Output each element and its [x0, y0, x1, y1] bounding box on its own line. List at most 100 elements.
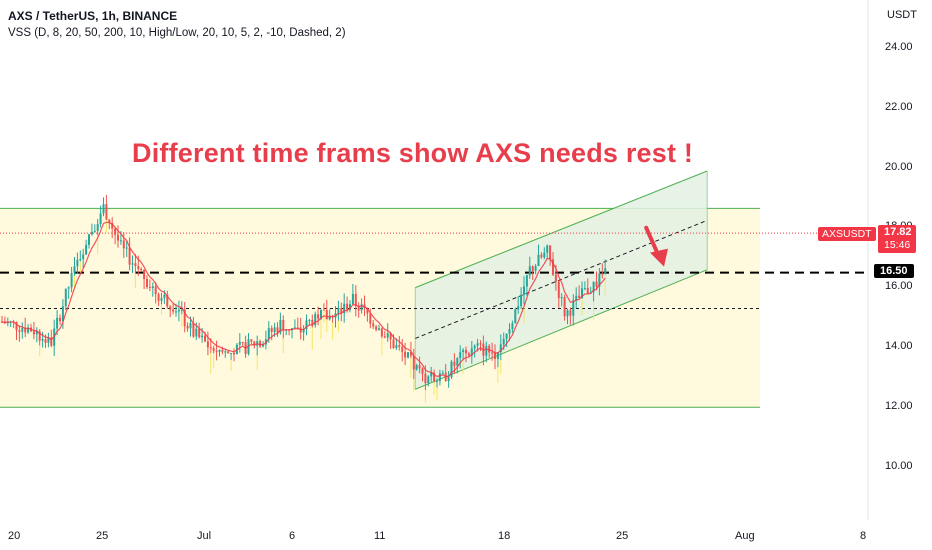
candle-body: [357, 305, 360, 311]
channel-upper-line: [415, 170, 708, 289]
candle-body: [64, 288, 67, 307]
candle-body: [183, 309, 186, 327]
candle-body: [215, 350, 218, 352]
candle-body: [212, 348, 215, 351]
candle-body: [470, 348, 473, 356]
candle-body: [592, 281, 595, 293]
candle-body: [273, 327, 276, 333]
time-tick: 11: [374, 530, 386, 542]
indicator-legend[interactable]: VSS (D, 8, 20, 50, 200, 10, High/Low, 20…: [8, 27, 346, 39]
candle-body: [311, 319, 314, 326]
symbol-price-tag: AXSUSDT: [818, 227, 876, 241]
candle-body: [412, 355, 415, 370]
candle-body: [427, 376, 430, 384]
candle-body: [308, 319, 311, 321]
candle-body: [502, 339, 505, 345]
candle-body: [459, 351, 462, 359]
candle-body: [160, 298, 163, 301]
candle-body: [511, 323, 514, 329]
price-tick: 24.00: [885, 41, 913, 53]
candle-body: [262, 344, 264, 347]
candle-body: [479, 343, 482, 345]
candle-body: [279, 320, 282, 333]
candle-body: [131, 263, 134, 265]
candle-body: [595, 281, 598, 287]
candle-body: [198, 328, 201, 338]
candle-body: [433, 372, 436, 382]
candle-body: [67, 287, 70, 289]
candle-body: [491, 352, 494, 354]
candle-body: [320, 310, 322, 319]
candle-body: [517, 306, 520, 310]
candle-body: [531, 266, 534, 271]
candle-body: [583, 287, 586, 289]
candle-body: [119, 240, 122, 242]
candle-body: [314, 314, 317, 326]
candle-body: [317, 314, 320, 319]
candle-body: [206, 341, 209, 348]
candle-body: [505, 333, 508, 340]
candle-body: [270, 328, 273, 333]
candle-body: [337, 307, 340, 314]
candle-body: [409, 352, 412, 356]
candle-body: [554, 274, 557, 282]
candle-body: [372, 323, 375, 327]
candle-body: [47, 337, 50, 343]
candle-body: [523, 286, 525, 295]
candle-body: [418, 365, 421, 369]
candle-body: [70, 273, 73, 288]
candle-body: [566, 310, 569, 317]
candle-body: [375, 326, 378, 330]
candle-body: [325, 310, 328, 320]
candle-body: [259, 341, 262, 347]
price-tick: 14.00: [885, 340, 913, 352]
candle-body: [383, 336, 386, 338]
time-tick: 25: [96, 530, 109, 542]
candle-body: [540, 254, 543, 258]
candle-body: [392, 339, 395, 349]
candle-body: [224, 351, 227, 353]
candle-body: [175, 311, 177, 313]
candle-body: [520, 294, 523, 307]
candle-body: [499, 344, 502, 353]
candle-body: [122, 240, 125, 249]
candle-body: [496, 352, 499, 359]
last-price-tag: 17.82 15:46: [878, 225, 916, 253]
candle-body: [456, 358, 459, 366]
candle-body: [552, 259, 554, 275]
candle-body: [18, 330, 21, 332]
candle-body: [389, 333, 392, 340]
support-level-tag: 16.50: [874, 264, 914, 278]
candle-body: [340, 307, 343, 314]
symbol-title[interactable]: AXS / TetherUS, 1h, BINANCE: [8, 9, 178, 23]
candle-body: [386, 333, 389, 338]
candle-body: [146, 278, 148, 288]
price-tick: 10.00: [885, 460, 913, 472]
time-tick: Jul: [197, 530, 212, 542]
time-tick: 6: [289, 530, 296, 542]
candle-body: [108, 219, 111, 223]
candle-body: [424, 373, 427, 384]
candle-body: [343, 303, 346, 314]
candle-body: [534, 265, 537, 271]
candle-body: [267, 328, 270, 340]
price-axis-currency[interactable]: USDT: [887, 9, 917, 21]
candle-body: [143, 269, 146, 279]
candle-body: [560, 297, 563, 299]
candle-body: [407, 352, 409, 358]
candle-body: [450, 361, 453, 378]
candle-body: [467, 353, 470, 356]
candle-body: [398, 345, 401, 347]
candle-body: [351, 293, 354, 305]
candle-body: [528, 266, 531, 276]
candle-body: [82, 254, 85, 260]
candle-body: [346, 303, 349, 310]
candle-body: [369, 313, 372, 324]
candle-body: [192, 323, 195, 337]
candle-body: [41, 339, 44, 341]
candle-body: [514, 309, 517, 324]
candle-body: [473, 345, 476, 349]
candle-body: [354, 293, 357, 306]
